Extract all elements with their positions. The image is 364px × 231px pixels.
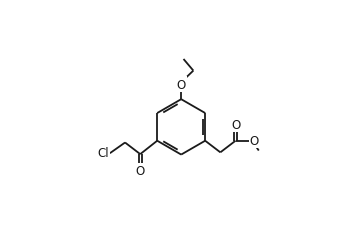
Text: O: O [136,164,145,177]
Text: Cl: Cl [97,146,109,159]
Text: O: O [231,119,240,132]
Text: O: O [250,135,259,148]
Text: O: O [177,78,186,91]
